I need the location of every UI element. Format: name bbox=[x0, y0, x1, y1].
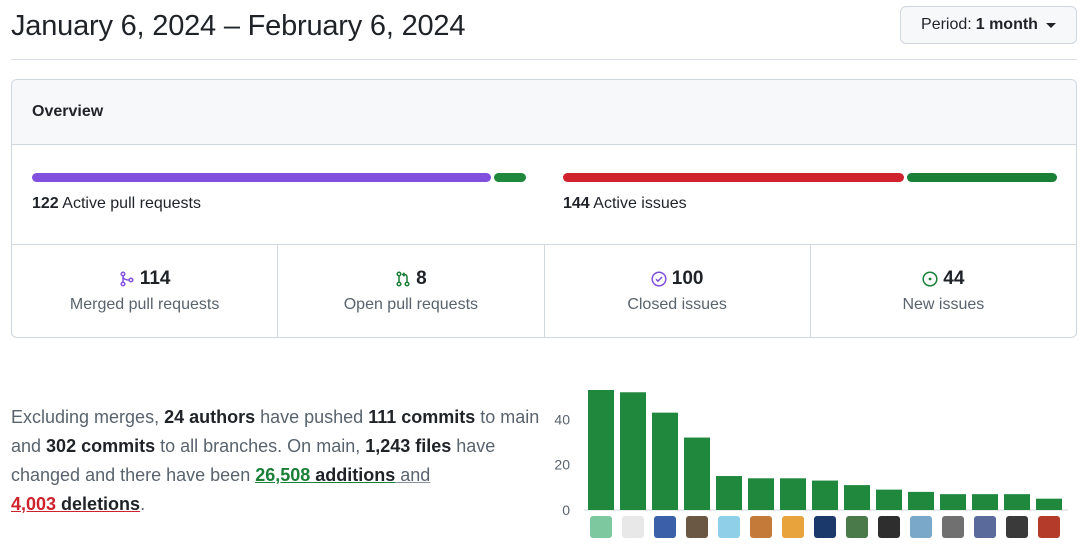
commit-bar[interactable] bbox=[652, 412, 678, 510]
commit-bar[interactable] bbox=[876, 489, 902, 510]
git-pull-request-icon bbox=[396, 271, 410, 287]
issues-progress-bar bbox=[563, 173, 1057, 182]
author-avatar[interactable] bbox=[910, 516, 932, 538]
active-issues-label: Active issues bbox=[593, 195, 687, 212]
overview-stats: 114 Merged pull requests 8 Open pull req… bbox=[12, 245, 1076, 337]
git-merge-icon bbox=[120, 271, 134, 287]
pull-requests-caption: 122 Active pull requests bbox=[32, 195, 526, 213]
commits-main-count: 111 commits bbox=[368, 407, 476, 427]
author-avatar[interactable] bbox=[942, 516, 964, 538]
date-range-title: January 6, 2024 – February 6, 2024 bbox=[11, 10, 466, 42]
active-pull-requests-label: Active pull requests bbox=[62, 195, 201, 212]
commit-bar[interactable] bbox=[972, 494, 998, 510]
author-avatar[interactable] bbox=[622, 516, 644, 538]
issue-opened-icon bbox=[922, 271, 938, 287]
commit-bar[interactable] bbox=[716, 476, 742, 510]
commit-summary: Excluding merges, 24 authors have pushed… bbox=[11, 403, 541, 519]
open-segment bbox=[493, 173, 526, 182]
commit-bar[interactable] bbox=[748, 478, 774, 510]
deletions-link[interactable]: 4,003 deletions bbox=[11, 494, 140, 514]
active-pull-requests-count: 122 bbox=[32, 195, 59, 212]
commit-bar[interactable] bbox=[780, 478, 806, 510]
author-avatar[interactable] bbox=[782, 516, 804, 538]
commit-bar[interactable] bbox=[844, 485, 870, 510]
commits-by-author-chart: 0 20 40 bbox=[548, 380, 1068, 550]
author-avatar[interactable] bbox=[654, 516, 676, 538]
merged-pull-requests-value: 114 bbox=[139, 268, 171, 289]
deletions-count: 4,003 bbox=[11, 494, 57, 514]
author-avatar[interactable] bbox=[750, 516, 772, 538]
commit-bar[interactable] bbox=[940, 494, 966, 510]
author-avatar[interactable] bbox=[590, 516, 612, 538]
summary-text: have pushed bbox=[255, 407, 369, 427]
new-issues-value: 44 bbox=[943, 268, 965, 289]
closed-issues-value: 100 bbox=[671, 268, 704, 289]
summary-text: have changed and there have been bbox=[11, 436, 496, 485]
author-avatar[interactable] bbox=[1006, 516, 1028, 538]
summary-text: to all branches. On main, bbox=[155, 436, 366, 456]
commit-bar[interactable] bbox=[1036, 498, 1062, 510]
overview-bars: 122 Active pull requests 144 Active issu… bbox=[12, 145, 1076, 245]
deletions-word: deletions bbox=[56, 494, 141, 514]
issues-summary[interactable]: 144 Active issues bbox=[563, 173, 1057, 213]
commit-bar[interactable] bbox=[1004, 494, 1030, 510]
author-avatar[interactable] bbox=[686, 516, 708, 538]
y-tick-label: 20 bbox=[554, 457, 570, 473]
overview-title: Overview bbox=[12, 80, 1076, 145]
merged-segment bbox=[32, 173, 491, 182]
stat-merged-pull-requests[interactable]: 114 Merged pull requests bbox=[12, 245, 279, 337]
open-pull-requests-value: 8 bbox=[416, 268, 427, 289]
period-dropdown-button[interactable]: Period: 1 month bbox=[900, 6, 1077, 44]
closed-issues-label: Closed issues bbox=[627, 296, 727, 313]
summary-text: to main and bbox=[11, 407, 540, 456]
pull-requests-progress-bar bbox=[32, 173, 526, 182]
open-pull-requests-label: Open pull requests bbox=[343, 296, 479, 313]
closed-segment bbox=[563, 173, 904, 182]
commits-all-count: 302 commits bbox=[46, 436, 156, 456]
issues-caption: 144 Active issues bbox=[563, 195, 1057, 213]
summary-text: Excluding merges, bbox=[11, 407, 165, 427]
additions-word: additions bbox=[310, 465, 396, 485]
additions-link[interactable]: 26,508 additions and bbox=[255, 465, 430, 485]
author-avatar[interactable] bbox=[878, 516, 900, 538]
summary-text: . bbox=[140, 494, 146, 514]
header: January 6, 2024 – February 6, 2024 Perio… bbox=[11, 0, 1077, 60]
new-segment bbox=[906, 173, 1057, 182]
commit-bar[interactable] bbox=[812, 480, 838, 510]
chart-svg: 0 20 40 bbox=[554, 390, 1068, 538]
files-changed-count: 1,243 files bbox=[365, 436, 452, 456]
overview-panel: Overview 122 Active pull requests 144 Ac… bbox=[11, 79, 1077, 338]
merged-pull-requests-label: Merged pull requests bbox=[69, 296, 220, 313]
pull-requests-summary[interactable]: 122 Active pull requests bbox=[32, 173, 526, 213]
commit-bar[interactable] bbox=[908, 491, 934, 510]
summary-text: and bbox=[395, 465, 431, 485]
author-avatar[interactable] bbox=[846, 516, 868, 538]
new-issues-label: New issues bbox=[902, 296, 985, 313]
issue-closed-icon bbox=[651, 271, 667, 287]
stat-open-pull-requests[interactable]: 8 Open pull requests bbox=[278, 245, 545, 337]
author-avatar[interactable] bbox=[1038, 516, 1060, 538]
period-value: 1 month bbox=[975, 16, 1038, 33]
commit-bar[interactable] bbox=[684, 437, 710, 510]
author-avatar[interactable] bbox=[814, 516, 836, 538]
authors-count: 24 authors bbox=[164, 407, 256, 427]
active-issues-count: 144 bbox=[563, 195, 590, 212]
additions-count: 26,508 bbox=[255, 465, 311, 485]
stat-new-issues[interactable]: 44 New issues bbox=[811, 245, 1076, 337]
triangle-down-icon bbox=[1045, 22, 1056, 28]
y-tick-label: 0 bbox=[562, 502, 570, 518]
period-label: Period: bbox=[921, 16, 972, 33]
commit-bar[interactable] bbox=[588, 390, 614, 510]
commit-bar[interactable] bbox=[620, 392, 646, 510]
y-tick-label: 40 bbox=[554, 411, 570, 427]
author-avatar[interactable] bbox=[974, 516, 996, 538]
stat-closed-issues[interactable]: 100 Closed issues bbox=[545, 245, 811, 337]
author-avatar[interactable] bbox=[718, 516, 740, 538]
